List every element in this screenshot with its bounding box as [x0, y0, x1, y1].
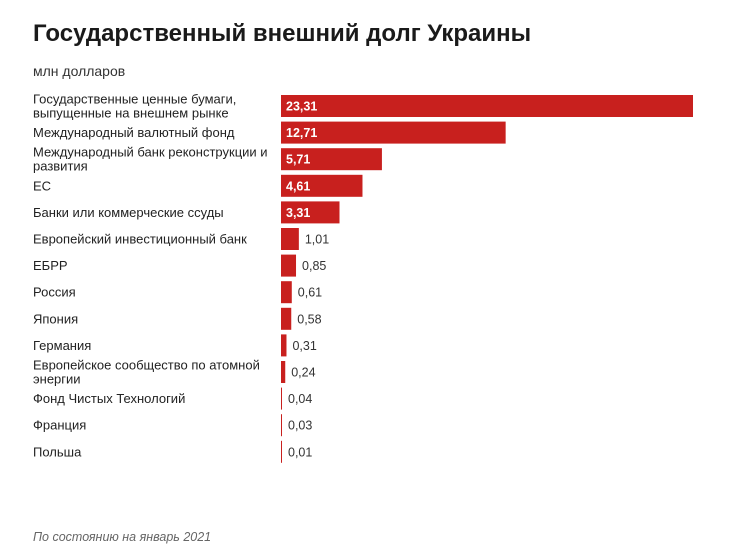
value-label: 5,71 [286, 153, 310, 167]
value-label: 23,31 [286, 100, 317, 114]
value-label: 0,61 [298, 286, 322, 300]
category-label: энергии [33, 372, 81, 387]
category-label: Япония [33, 311, 78, 326]
value-label: 0,01 [288, 445, 312, 459]
value-label: 3,31 [286, 206, 310, 220]
bar [281, 361, 286, 383]
bar [281, 387, 282, 410]
category-label: Европейское сообщество по атомной [33, 358, 260, 373]
category-label: ЕБРР [33, 258, 68, 273]
category-label: Франция [33, 418, 86, 433]
category-label: ЕС [33, 178, 51, 193]
bar [281, 254, 297, 277]
category-label: Россия [33, 285, 76, 300]
category-label: Государственные ценные бумаги, [33, 92, 236, 107]
bar [281, 281, 292, 304]
value-label: 0,24 [291, 366, 315, 380]
category-label: Международный банк реконструкции и [33, 145, 268, 160]
bar [281, 334, 287, 357]
bar [281, 307, 292, 330]
value-label: 0,31 [292, 339, 316, 353]
bar [281, 414, 282, 437]
bar [281, 228, 299, 250]
category-label: Международный валютный фонд [33, 125, 235, 140]
bar [281, 174, 363, 197]
category-label: Германия [33, 338, 91, 353]
chart-footnote: По состоянию на январь 2021 [33, 530, 212, 544]
value-label: 0,04 [288, 392, 312, 406]
value-label: 12,71 [286, 126, 317, 140]
value-label: 0,58 [297, 312, 321, 326]
value-label: 0,03 [288, 419, 312, 433]
category-label: Польша [33, 444, 82, 459]
category-label: Европейский инвестиционный банк [33, 232, 247, 247]
category-label: выпущенные на внешнем рынке [33, 106, 229, 121]
chart-title: Государственный внешний долг Украины [33, 20, 532, 47]
chart-subtitle: млн долларов [33, 63, 126, 79]
bar [281, 121, 506, 144]
category-label: развития [33, 159, 88, 174]
category-label: Банки или коммерческие ссуды [33, 205, 224, 220]
value-label: 4,61 [286, 179, 310, 193]
value-label: 0,85 [302, 259, 326, 273]
category-label: Фонд Чистых Технологий [33, 391, 185, 406]
bar [281, 440, 282, 463]
bar [281, 95, 693, 117]
value-label: 1,01 [305, 233, 329, 247]
bar [281, 148, 382, 171]
bar [281, 201, 340, 224]
